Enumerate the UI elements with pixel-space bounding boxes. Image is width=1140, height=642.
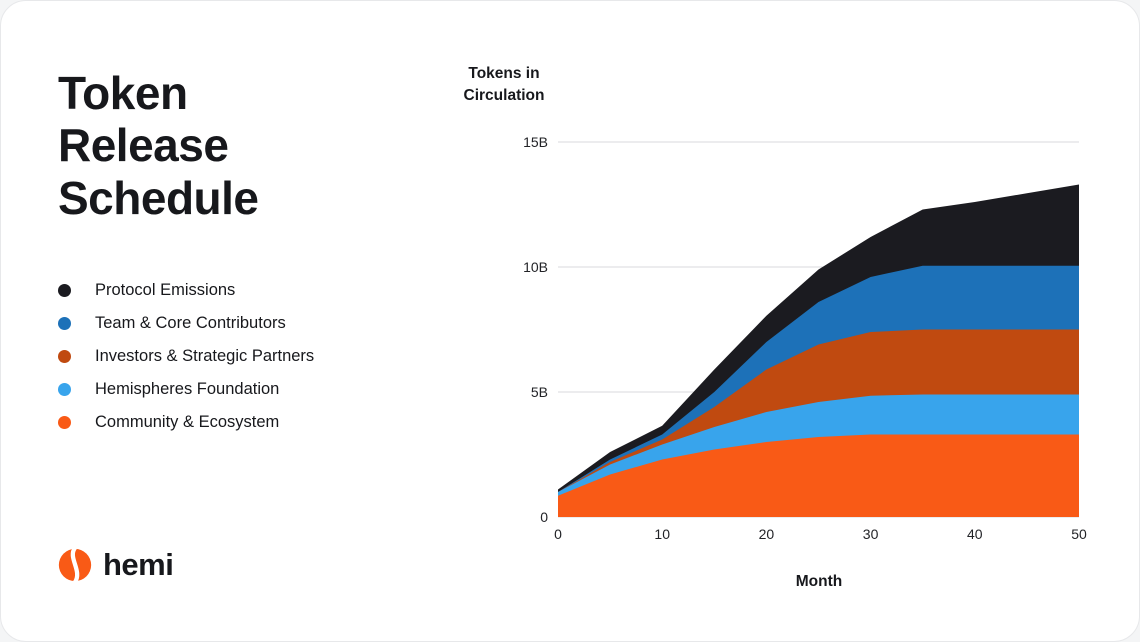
legend-dot-protocol-emissions: [58, 283, 71, 297]
chart-legend: Protocol Emissions Team & Core Contribut…: [58, 281, 314, 431]
legend-item: Team & Core Contributors: [58, 314, 314, 332]
area-series-0: [558, 434, 1079, 517]
stacked-area-chart: 0 5B 10B 15B 0 10 20 30 40 50: [523, 134, 1087, 542]
y-tick-label: 15B: [523, 134, 548, 150]
x-tick-label: 0: [554, 526, 562, 542]
legend-label: Hemispheres Foundation: [95, 379, 280, 398]
hemi-logo: hemi: [56, 546, 174, 584]
legend-dot-community-ecosystem: [58, 415, 71, 429]
x-tick-label: 20: [759, 526, 775, 542]
x-tick-label: 40: [967, 526, 983, 542]
legend-label: Team & Core Contributors: [95, 313, 286, 332]
legend-label: Community & Ecosystem: [95, 412, 280, 431]
y-tick-label: 5B: [531, 384, 548, 400]
y-axis-title: Tokens in Circulation: [463, 65, 545, 104]
legend-item: Investors & Strategic Partners: [58, 347, 314, 365]
hemi-logo-icon: [58, 546, 92, 584]
legend-item: Hemispheres Foundation: [58, 380, 314, 398]
hemi-logo-wordmark: hemi: [103, 547, 174, 582]
legend-label: Protocol Emissions: [95, 280, 236, 299]
legend-dot-team-core-contributors: [58, 316, 71, 330]
legend-dot-investors-strategic-partners: [58, 349, 71, 363]
page-title: Token Release Schedule: [58, 67, 259, 224]
x-axis-title: Month: [795, 573, 843, 590]
x-tick-label: 10: [654, 526, 670, 542]
legend-item: Protocol Emissions: [58, 281, 314, 299]
y-tick-label: 0: [540, 509, 548, 525]
legend-dot-hemispheres-foundation: [58, 382, 71, 396]
legend-label: Investors & Strategic Partners: [95, 346, 315, 365]
y-tick-label: 10B: [523, 259, 548, 275]
x-tick-label: 30: [863, 526, 879, 542]
x-tick-label: 50: [1071, 526, 1087, 542]
legend-item: Community & Ecosystem: [58, 413, 314, 431]
